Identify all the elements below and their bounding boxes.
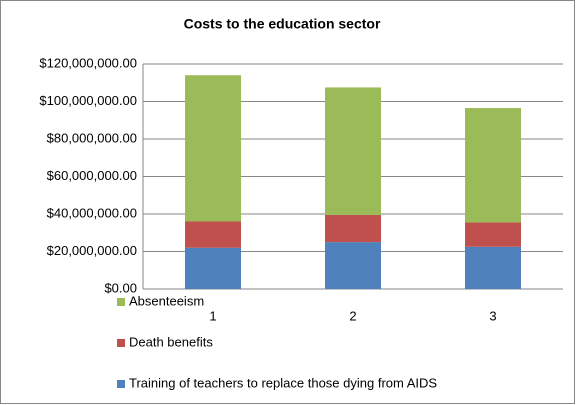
legend-label: Training of teachers to replace those dy…	[129, 375, 437, 390]
bar-segment	[185, 221, 241, 248]
bar-segment	[465, 222, 521, 247]
bar-segment	[325, 214, 381, 243]
legend-label: Death benefits	[129, 334, 213, 349]
y-tick-label: $120,000,000.00	[39, 55, 137, 70]
bar-segment	[325, 242, 381, 289]
bar-segment	[465, 108, 521, 223]
x-tick-label: 2	[349, 308, 356, 323]
bar-segment	[325, 87, 381, 215]
legend-swatch	[117, 339, 125, 347]
y-tick-label: $0.00	[104, 280, 137, 295]
x-tick-label: 1	[209, 308, 216, 323]
y-tick-label: $40,000,000.00	[47, 205, 137, 220]
x-tick-label: 3	[489, 308, 496, 323]
legend-label: Absenteeism	[129, 293, 204, 308]
y-tick-label: $80,000,000.00	[47, 130, 137, 145]
y-tick-label: $20,000,000.00	[47, 243, 137, 258]
bar-segment	[185, 75, 241, 222]
legend-swatch	[117, 380, 125, 388]
bar-segment	[185, 247, 241, 289]
y-tick-label: $60,000,000.00	[47, 168, 137, 183]
y-tick-label: $100,000,000.00	[39, 93, 137, 108]
legend-swatch	[117, 298, 125, 306]
chart-title: Costs to the education sector	[184, 16, 381, 32]
bar-segment	[465, 246, 521, 289]
